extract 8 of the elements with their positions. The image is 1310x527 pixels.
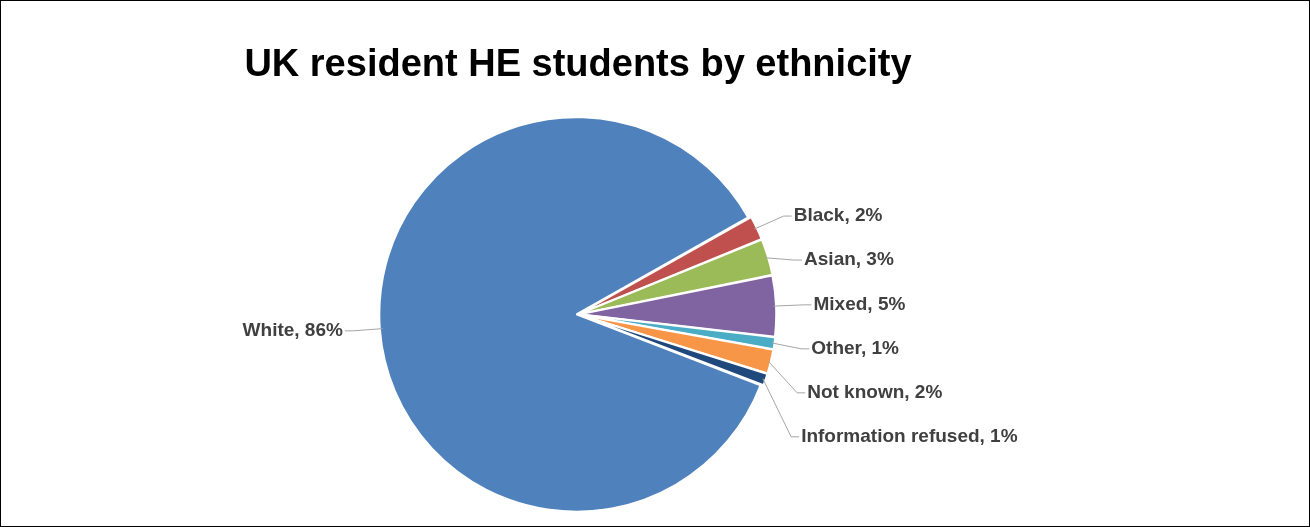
slice-label: Mixed, 5%	[813, 293, 906, 315]
slice-label: Not known, 2%	[807, 381, 943, 403]
slice-label: Black, 2%	[793, 204, 883, 226]
slice-label: White, 86%	[242, 319, 343, 341]
slice-label: Other, 1%	[811, 337, 900, 359]
slice-label: Asian, 3%	[804, 248, 894, 270]
slice-label: Information refused, 1%	[801, 425, 1018, 447]
chart-title: UK resident HE students by ethnicity	[244, 42, 912, 85]
